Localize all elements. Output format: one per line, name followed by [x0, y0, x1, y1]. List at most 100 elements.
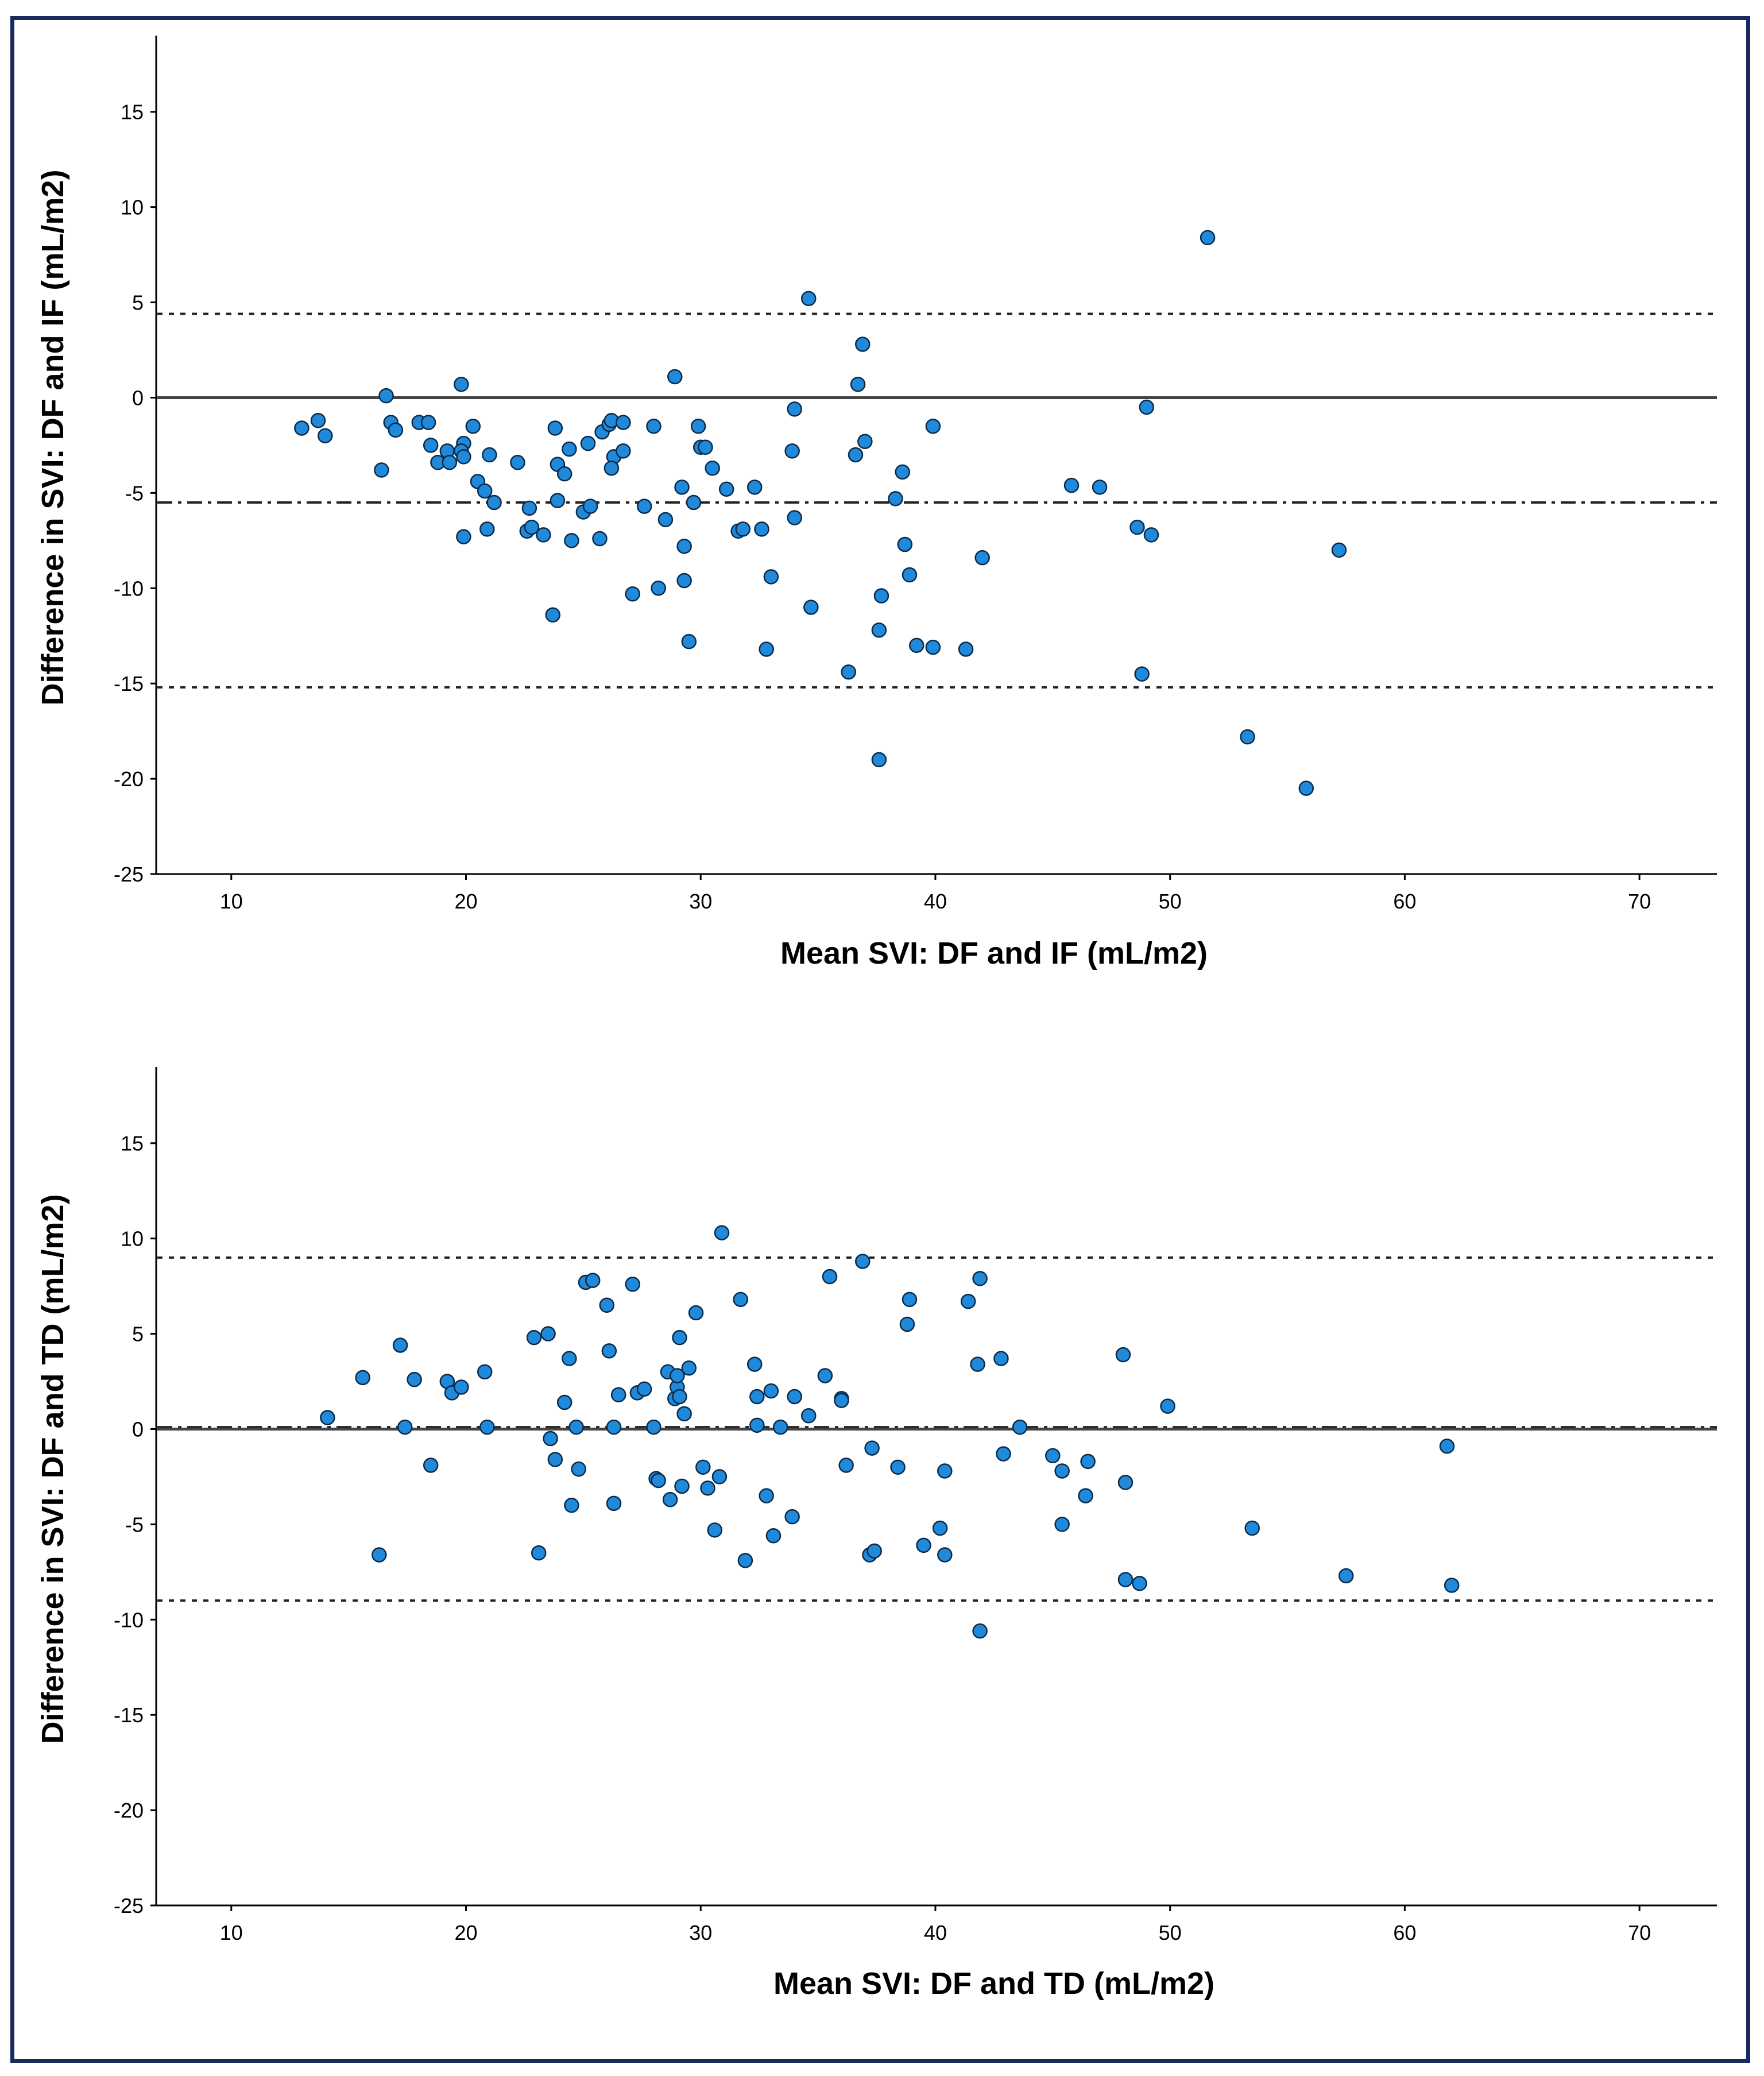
- data-point: [1054, 1517, 1070, 1532]
- data-point: [1139, 399, 1155, 415]
- data-point: [932, 1520, 948, 1536]
- data-point: [540, 1326, 556, 1342]
- data-point: [855, 337, 871, 352]
- data-point: [763, 569, 779, 585]
- y-tick-label: -20: [114, 1799, 144, 1822]
- data-point: [1129, 519, 1145, 535]
- data-point: [993, 1351, 1009, 1366]
- data-point: [610, 1387, 626, 1402]
- data-point: [521, 500, 537, 516]
- data-point: [592, 531, 608, 547]
- data-point: [681, 1360, 697, 1376]
- data-point: [974, 550, 990, 566]
- x-axis-title: Mean SVI: DF and IF (mL/m2): [780, 936, 1208, 971]
- data-point: [909, 637, 924, 654]
- data-point: [1298, 780, 1314, 796]
- data-point: [568, 1419, 584, 1435]
- data-point: [646, 418, 662, 434]
- data-point: [714, 1225, 730, 1240]
- data-point: [772, 1419, 788, 1435]
- data-point: [486, 494, 502, 511]
- data-point: [423, 438, 439, 453]
- data-point: [479, 1419, 495, 1435]
- y-tick-label: -15: [114, 1703, 144, 1727]
- data-point: [902, 1292, 918, 1308]
- data-point: [754, 521, 769, 537]
- data-point: [1134, 666, 1150, 682]
- data-point: [310, 413, 326, 428]
- data-point: [564, 533, 579, 548]
- data-point: [477, 1364, 493, 1380]
- data-point: [606, 1419, 622, 1435]
- data-point: [536, 527, 551, 543]
- data-point: [822, 1269, 838, 1285]
- data-point: [651, 581, 666, 596]
- x-tick-label: 10: [220, 1921, 243, 1944]
- data-point: [855, 1254, 871, 1269]
- data-point: [958, 641, 974, 657]
- x-tick-label: 10: [220, 890, 243, 913]
- data-point: [318, 428, 333, 444]
- data-point: [676, 573, 692, 589]
- data-point: [674, 480, 690, 495]
- data-point: [925, 639, 941, 655]
- data-point: [625, 586, 640, 602]
- data-point: [1045, 1448, 1061, 1464]
- data-point: [871, 752, 887, 768]
- data-point: [1444, 1578, 1460, 1593]
- x-tick-label: 60: [1393, 890, 1416, 913]
- data-point: [690, 418, 706, 434]
- data-point: [388, 422, 404, 438]
- x-tick-label: 60: [1393, 1921, 1416, 1944]
- data-point: [890, 1459, 906, 1475]
- y-axis-title: Difference in SVI: DF and TD (mL/m2): [36, 1194, 70, 1743]
- data-point: [531, 1545, 547, 1561]
- data-point: [1160, 1398, 1175, 1414]
- data-point: [841, 664, 856, 680]
- x-tick-label: 50: [1159, 1921, 1182, 1944]
- data-point: [803, 600, 819, 615]
- data-point: [582, 498, 598, 514]
- data-point: [787, 510, 802, 525]
- data-point: [733, 1292, 748, 1308]
- data-point: [674, 1478, 690, 1494]
- data-point: [871, 623, 887, 638]
- data-point: [784, 443, 800, 459]
- data-point: [925, 418, 941, 434]
- data-point: [749, 1389, 765, 1405]
- data-point: [746, 1356, 763, 1372]
- data-point: [482, 447, 497, 463]
- data-point: [1054, 1463, 1070, 1479]
- data-point: [800, 1408, 817, 1424]
- data-point: [1439, 1439, 1455, 1454]
- data-point: [606, 1495, 622, 1511]
- x-tick-label: 40: [924, 890, 947, 913]
- data-point: [866, 1543, 882, 1559]
- data-point: [698, 439, 713, 455]
- data-point: [479, 521, 495, 537]
- y-tick-label: -20: [114, 767, 144, 791]
- data-point: [662, 1491, 678, 1507]
- data-point: [916, 1537, 931, 1553]
- data-point: [667, 369, 683, 385]
- data-point: [787, 1389, 802, 1405]
- data-point: [787, 401, 802, 417]
- data-point: [848, 447, 864, 463]
- figure-frame: [10, 16, 1750, 2063]
- data-point: [397, 1419, 413, 1435]
- x-axis-title: Mean SVI: DF and TD (mL/m2): [773, 1966, 1214, 2001]
- data-point: [616, 443, 631, 459]
- data-point: [423, 1458, 439, 1473]
- y-tick-label: -5: [125, 481, 144, 505]
- data-point: [873, 588, 889, 604]
- data-point: [1200, 230, 1216, 245]
- data-point: [972, 1271, 988, 1286]
- data-point: [707, 1522, 723, 1538]
- data-point: [1115, 1347, 1131, 1363]
- data-point: [1331, 542, 1347, 558]
- y-tick-label: 15: [121, 100, 144, 124]
- data-point: [970, 1356, 985, 1372]
- data-point: [1143, 527, 1159, 543]
